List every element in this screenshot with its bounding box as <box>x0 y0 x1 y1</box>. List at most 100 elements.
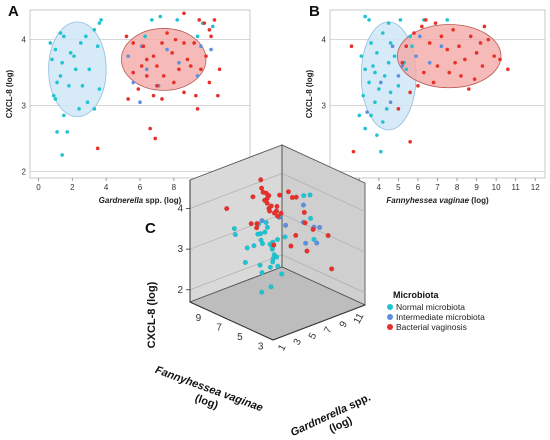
legend: Microbiota Normal microbiotaIntermediate … <box>387 290 485 332</box>
data-point-normal <box>396 83 401 88</box>
panel-letter-a: A <box>8 3 19 20</box>
data-point-normal <box>398 18 403 22</box>
data-point-normal <box>408 34 412 39</box>
data-point-intermediate <box>195 74 200 78</box>
data-point-bv <box>506 67 510 72</box>
data-point-3d-bv <box>285 189 291 195</box>
data-point-normal <box>97 87 102 91</box>
data-point-normal <box>73 67 78 72</box>
data-point-3d-normal <box>308 215 314 221</box>
x-tick-label: 9 <box>474 183 479 192</box>
data-point-bv <box>188 64 193 68</box>
data-point-normal <box>375 51 379 55</box>
data-point-bv <box>182 41 186 45</box>
data-point-normal <box>92 107 97 111</box>
x-tick-label: 10 <box>492 183 501 192</box>
x-tick-label: 11 <box>512 183 521 192</box>
x-axis-label-rest: spp. (log) <box>143 196 182 205</box>
data-point-bv <box>349 44 354 49</box>
data-point-3d-normal <box>251 243 257 249</box>
data-point-normal <box>386 60 391 65</box>
data-point-bv <box>151 93 156 98</box>
data-point-normal <box>85 100 90 105</box>
data-point-bv <box>457 44 461 49</box>
data-point-3d-normal <box>259 270 265 276</box>
data-point-bv <box>463 57 467 62</box>
data-point-normal <box>404 67 409 72</box>
panel-a-scatter: 234024681012CXCL-8 (log)Gardnerella spp.… <box>5 9 251 205</box>
data-point-intermediate <box>396 74 401 78</box>
data-point-normal <box>363 126 367 131</box>
data-point-3d-bv <box>278 210 284 216</box>
data-point-bv <box>480 64 485 68</box>
data-point-bv <box>482 24 487 29</box>
data-point-bv <box>160 97 164 101</box>
y-tick-label: 3 <box>322 102 327 111</box>
data-point-bv <box>185 57 190 62</box>
data-point-normal <box>359 54 364 58</box>
data-point-3d-normal <box>263 220 269 226</box>
data-point-normal <box>367 80 371 85</box>
data-point-3d-normal <box>231 226 237 232</box>
data-point-bv <box>416 83 420 88</box>
legend-marker-intermediate <box>387 314 393 320</box>
data-point-3d-intermediate <box>283 222 289 228</box>
data-point-normal <box>384 107 389 111</box>
data-point-intermediate <box>390 44 395 49</box>
data-point-bv <box>212 18 217 22</box>
data-point-3d-normal <box>274 236 281 243</box>
data-point-bv <box>197 18 202 22</box>
data-point-bv <box>182 11 186 16</box>
z-tick-label-3d: 3 <box>292 337 305 347</box>
data-point-bv <box>172 80 176 85</box>
data-point-normal <box>87 67 92 72</box>
data-point-normal <box>55 80 59 85</box>
data-point-bv <box>468 34 473 39</box>
data-point-bv <box>95 146 100 151</box>
data-point-normal <box>97 21 102 25</box>
z-axis-edge <box>272 304 366 341</box>
data-point-bv <box>153 136 158 141</box>
x-tick-label-3d: 7 <box>216 322 222 333</box>
x-tick-label-3d: 5 <box>237 332 243 343</box>
data-point-bv <box>447 70 452 75</box>
data-point-bv <box>141 44 146 49</box>
y-tick-label-3d: 3 <box>177 244 183 255</box>
x-tick-label-3d: 9 <box>196 313 202 324</box>
legend-label-intermediate: Intermediate microbiota <box>396 312 485 322</box>
data-point-normal <box>158 14 163 19</box>
y-axis-label: CXCL-8 (log) <box>305 69 314 118</box>
data-point-normal <box>95 44 100 49</box>
data-point-bv <box>498 57 502 62</box>
data-point-bv <box>199 67 203 72</box>
data-point-normal <box>375 133 379 137</box>
data-point-3d-intermediate <box>314 240 320 246</box>
data-point-intermediate <box>138 100 142 105</box>
data-point-normal <box>99 18 103 22</box>
y-tick-label-3d: 2 <box>177 285 183 296</box>
data-point-3d-intermediate <box>317 224 323 231</box>
data-point-normal <box>445 18 450 22</box>
y-axis-label-3d: CXCL-8 (log) <box>146 281 158 348</box>
y-tick-label-3d: 4 <box>177 203 183 214</box>
legend-marker-bv <box>387 324 393 330</box>
data-point-3d-bv <box>275 213 281 219</box>
data-point-bv <box>165 31 169 35</box>
data-point-3d-normal <box>232 232 238 238</box>
data-point-bv <box>478 41 483 45</box>
y-tick-label: 4 <box>322 36 327 45</box>
data-point-intermediate <box>209 47 213 52</box>
data-point-normal <box>369 113 373 118</box>
data-point-intermediate <box>144 67 149 72</box>
data-point-normal <box>92 27 97 32</box>
z-tick-label-3d: 11 <box>352 311 367 326</box>
data-point-3d-bv <box>259 185 265 191</box>
data-point-normal <box>367 18 371 22</box>
data-point-normal <box>48 41 53 45</box>
x-tick-label: 8 <box>455 183 460 192</box>
z-tick-label-3d: 7 <box>322 325 335 335</box>
data-point-normal <box>58 74 63 78</box>
data-point-intermediate <box>199 44 203 49</box>
data-point-normal <box>53 47 58 52</box>
